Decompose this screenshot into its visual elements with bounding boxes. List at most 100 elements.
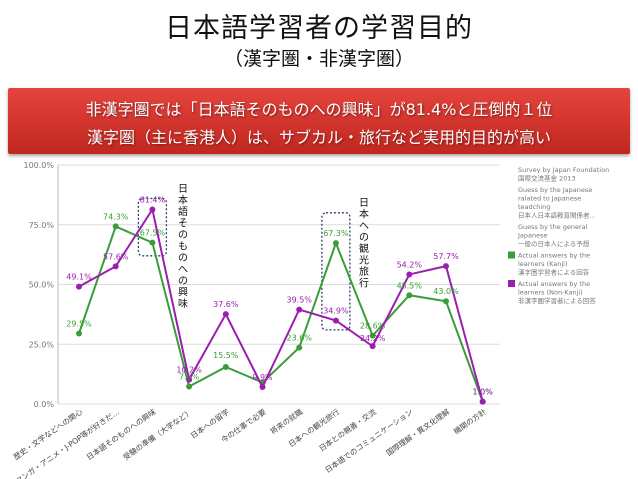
data-label: 24.2% [360,334,386,343]
banner-line-2: 漢字圏（主に香港人）は、サブカル・旅行など実用的目的が高い [86,128,551,147]
series-lines [76,206,486,405]
legend-text: Actual answers by the [518,280,590,288]
data-label: 57.6% [103,252,129,261]
data-point [149,206,156,213]
annotation-char: へ [178,265,188,276]
data-point [479,398,486,405]
legend-text: ralated to Japanese [518,195,581,203]
annotation-char: 本 [359,208,369,221]
annotation-char: 語 [178,205,188,218]
data-label: 67.5% [140,229,166,238]
annotation-char: 光 [359,254,369,267]
page-subtitle: （漢字圏・非漢字圏） [223,48,414,70]
annotation-char: 旅 [359,265,369,278]
legend-text: learners (Non-Kanji) [518,289,583,297]
y-tick-label: 50.0% [29,281,55,290]
data-point [369,332,376,339]
highlight-box [321,212,351,331]
data-point [443,263,449,270]
data-label: 57.7% [433,252,459,261]
data-label: 9.9% [252,373,273,382]
data-point [112,263,119,270]
data-point [406,292,413,299]
annotation-char: へ [359,221,369,232]
y-tick-label: 100.0% [23,161,54,170]
series-line-kanji [78,225,484,402]
legend-text: Actual answers by the [518,252,590,260]
data-label: 67.3% [323,229,349,238]
data-point [259,384,266,391]
banner-line-1: 非漢字圏では「日本語そのものへの興味」が81.4%と圧倒的１位 [85,100,553,119]
page-title: 日本語学習者の学習目的 [165,13,473,44]
annotation-char: の [178,253,188,264]
legend-text: teadching [518,203,550,211]
data-label: 23.6% [286,334,312,343]
annotation-char: 本 [178,194,188,207]
legend-text: learners (Kanji) [518,260,568,268]
data-point [112,223,119,230]
data-point [332,240,339,247]
data-point [332,317,339,324]
data-point [76,283,82,290]
data-label: 39.5% [286,296,312,305]
legend-text: Japanese [517,232,548,240]
annotation-char: 日 [178,184,188,195]
data-label: 29.5% [66,319,92,328]
legend-swatch [508,251,515,259]
data-label: 45.5% [397,281,423,290]
annotation-sightseeing: 日本への観光旅行 [359,198,369,290]
data-label: 15.5% [213,351,239,360]
line-chart: 0.0%25.0%50.0%75.0%100.0% 歴史・文学などへの関心マンガ… [0,158,638,479]
annotation-char: の [178,230,188,241]
series-line-non-kanji [78,206,484,402]
data-point [186,383,193,390]
legend-text: 非漢字圏学習者による回答 [518,296,596,305]
annotation-japanese-interest: 日本語そのものへの興味 [178,184,188,310]
data-point [443,298,449,305]
data-point [76,330,82,337]
legend-text: 国際交流基金 2013 [518,174,576,183]
legend-text: 漢字圏学習者による回答 [518,268,590,277]
y-axis: 0.0% 25.0% 50.0% 75.0% 100.0% [23,161,59,409]
data-point [222,363,229,370]
data-point [296,306,303,313]
data-label: 1.0% [473,388,494,397]
legend-text: Guess by the general [518,223,588,231]
legend-text: Survey by Japan Foundation [518,166,609,174]
data-label: 28.6% [360,322,386,331]
data-label: 54.2% [397,260,423,269]
grid-lines [58,164,500,405]
chart-background [0,158,638,479]
annotation-char: も [178,241,188,253]
annotation-char: 行 [359,277,369,290]
legend-text: 日本人日本語教育関係者... [518,211,596,220]
annotation-char: 味 [178,298,188,310]
legend-swatch [508,280,515,287]
data-label: 81.4% [140,195,166,204]
y-tick-label: 25.0% [29,340,55,349]
data-label: 34.9% [323,307,349,316]
data-point [369,343,376,350]
highlight-boxes [137,197,351,331]
data-label: 1.0% [473,388,494,397]
data-point [406,271,413,278]
annotation-char: そ [178,218,188,230]
annotation-char: の [359,233,369,244]
data-point [296,344,303,351]
data-label: 37.6% [213,300,239,309]
data-label: 10.2% [176,366,202,375]
legend-text: Guess by the Japanese [518,186,592,194]
annotation-char: 観 [359,242,369,255]
data-label: 43.0% [433,287,459,296]
y-tick-label: 0.0% [34,400,55,409]
data-point [222,311,229,318]
data-point [149,239,156,246]
y-tick-label: 75.0% [29,221,55,230]
